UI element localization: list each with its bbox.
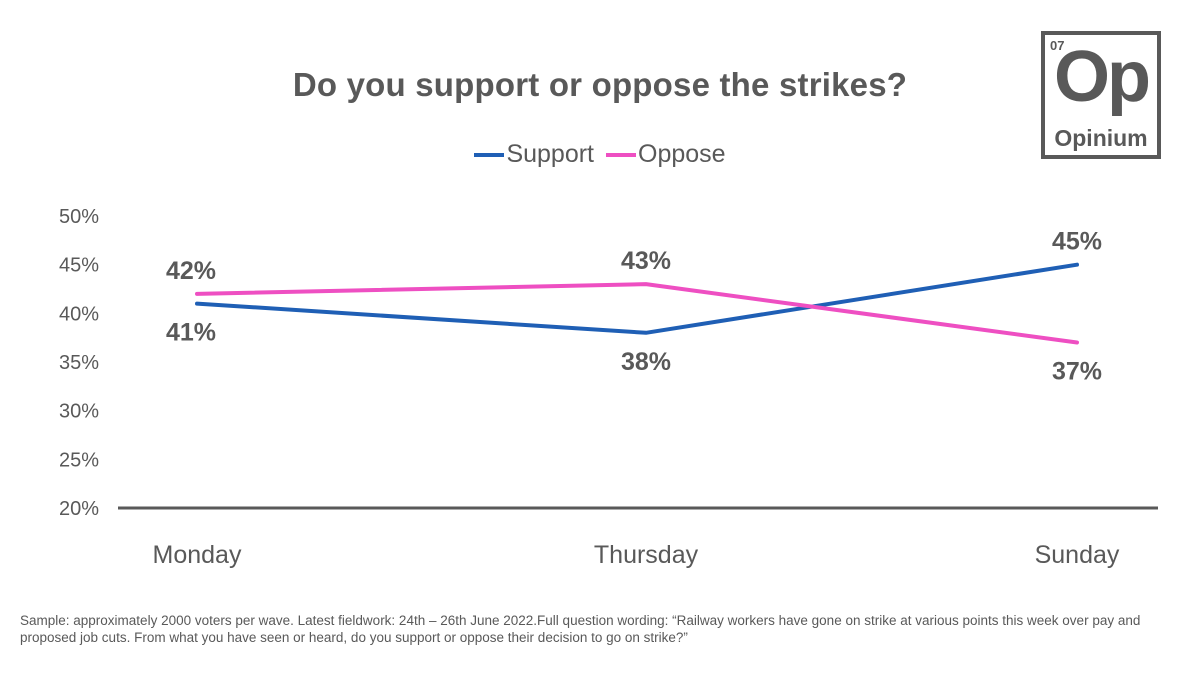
x-tick-label: Thursday bbox=[594, 541, 699, 569]
x-tick-label: Monday bbox=[153, 541, 242, 569]
x-tick-label: Sunday bbox=[1035, 541, 1120, 569]
logo-symbol: Op bbox=[1054, 37, 1151, 117]
y-tick-label: 20% bbox=[59, 498, 99, 520]
data-label: 45% bbox=[1052, 228, 1102, 256]
data-label: 41% bbox=[166, 319, 216, 347]
data-label: 38% bbox=[621, 348, 671, 376]
legend-label-oppose: Oppose bbox=[638, 140, 726, 168]
legend-swatch-oppose bbox=[606, 152, 636, 157]
y-tick-label: 45% bbox=[59, 255, 99, 277]
logo-name: Opinium bbox=[1054, 125, 1148, 151]
footnote: Sample: approximately 2000 voters per wa… bbox=[20, 613, 1141, 645]
legend-item-oppose: Oppose bbox=[606, 140, 726, 169]
y-tick-label: 40% bbox=[59, 303, 99, 325]
data-label: 43% bbox=[621, 247, 671, 275]
chart-legend: Support Oppose bbox=[0, 140, 1200, 169]
legend-item-support: Support bbox=[474, 140, 594, 169]
y-tick-label: 50% bbox=[59, 206, 99, 228]
y-tick-label: 30% bbox=[59, 401, 99, 423]
chart-title: Do you support or oppose the strikes? bbox=[292, 66, 908, 103]
series-line-oppose bbox=[195, 282, 1079, 345]
y-tick-label: 25% bbox=[59, 449, 99, 471]
data-label: 37% bbox=[1052, 358, 1102, 386]
data-label: 42% bbox=[166, 257, 216, 285]
y-tick-label: 35% bbox=[59, 352, 99, 374]
opinium-logo: 07 Op Opinium bbox=[1041, 31, 1161, 159]
logo-number: 07 bbox=[1050, 38, 1065, 53]
legend-swatch-support bbox=[474, 152, 505, 157]
line-chart: 20% 25% 30% 35% 40% 45% 50% Monday Thursday Sunda… bbox=[59, 206, 1158, 569]
series-line-support bbox=[195, 262, 1079, 335]
legend-label-support: Support bbox=[506, 140, 594, 168]
